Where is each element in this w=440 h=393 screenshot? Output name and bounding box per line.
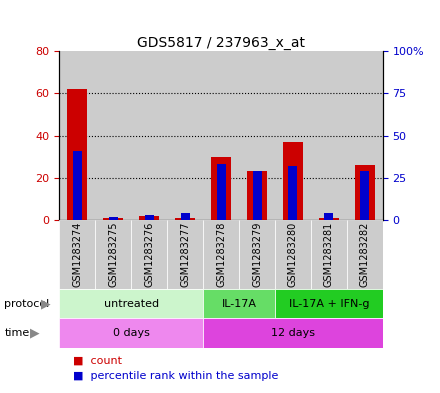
Bar — [360, 171, 369, 220]
Text: GSM1283280: GSM1283280 — [288, 222, 298, 287]
Bar — [247, 171, 267, 220]
Text: GSM1283282: GSM1283282 — [360, 222, 370, 287]
Bar — [239, 51, 275, 220]
Text: GSM1283276: GSM1283276 — [144, 222, 154, 287]
Text: GSM1283281: GSM1283281 — [324, 222, 334, 287]
Text: ▶: ▶ — [30, 327, 40, 340]
Text: 0 days: 0 days — [113, 328, 150, 338]
Bar — [131, 220, 167, 289]
Bar — [203, 318, 383, 348]
Bar — [275, 51, 311, 220]
Bar — [347, 51, 383, 220]
Bar — [253, 171, 261, 220]
Bar — [347, 220, 383, 289]
Bar — [67, 89, 87, 220]
Bar — [311, 51, 347, 220]
Bar — [319, 218, 339, 220]
Bar — [167, 220, 203, 289]
Bar — [59, 289, 203, 318]
Text: IL-17A: IL-17A — [222, 299, 257, 309]
Bar — [203, 51, 239, 220]
Text: time: time — [4, 328, 29, 338]
Text: untreated: untreated — [104, 299, 159, 309]
Bar — [175, 218, 195, 220]
Text: protocol: protocol — [4, 299, 50, 309]
Bar — [95, 51, 131, 220]
Bar — [59, 220, 95, 289]
Text: GSM1283274: GSM1283274 — [72, 222, 82, 287]
Text: 12 days: 12 days — [271, 328, 315, 338]
Bar — [181, 213, 190, 220]
Text: GSM1283278: GSM1283278 — [216, 222, 226, 287]
Bar — [216, 164, 226, 220]
Bar — [324, 213, 334, 220]
Text: GSM1283277: GSM1283277 — [180, 222, 190, 287]
Bar — [275, 220, 311, 289]
Bar — [275, 289, 383, 318]
Bar — [73, 151, 82, 220]
Bar — [311, 220, 347, 289]
Bar — [95, 220, 131, 289]
Bar — [145, 215, 154, 220]
Text: GSM1283275: GSM1283275 — [108, 222, 118, 287]
Text: ▶: ▶ — [40, 297, 50, 310]
Bar — [59, 318, 203, 348]
Bar — [239, 220, 275, 289]
Bar — [203, 289, 275, 318]
Bar — [211, 157, 231, 220]
Title: GDS5817 / 237963_x_at: GDS5817 / 237963_x_at — [137, 36, 305, 50]
Bar — [283, 142, 303, 220]
Bar — [139, 216, 159, 220]
Text: ■  count: ■ count — [73, 355, 121, 365]
Bar — [289, 166, 297, 220]
Text: IL-17A + IFN-g: IL-17A + IFN-g — [289, 299, 369, 309]
Bar — [59, 51, 95, 220]
Bar — [167, 51, 203, 220]
Bar — [103, 218, 123, 220]
Bar — [203, 220, 239, 289]
Bar — [355, 165, 375, 220]
Text: ■  percentile rank within the sample: ■ percentile rank within the sample — [73, 371, 278, 381]
Text: GSM1283279: GSM1283279 — [252, 222, 262, 287]
Bar — [131, 51, 167, 220]
Bar — [109, 217, 118, 220]
